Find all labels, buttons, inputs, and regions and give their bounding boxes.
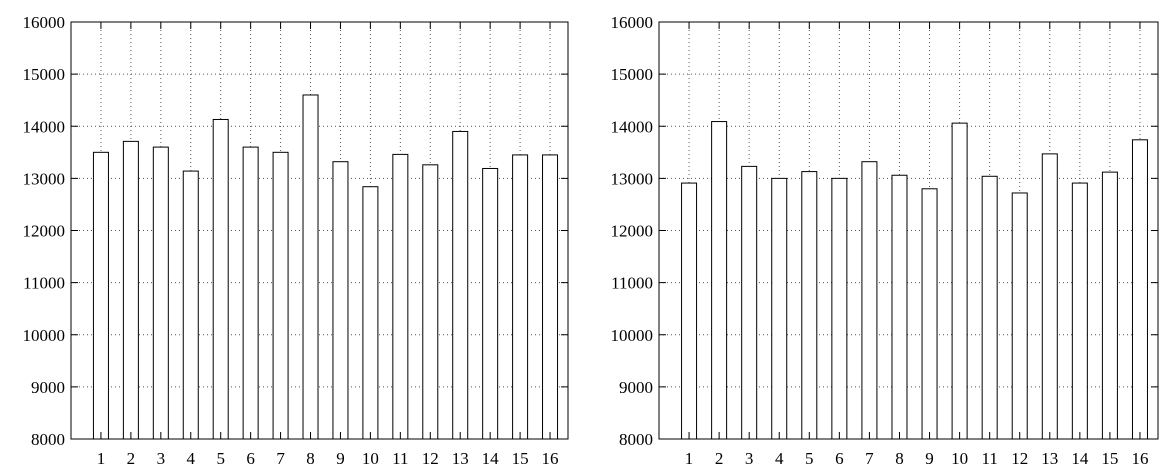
x-tick-label: 13 [1041,449,1058,468]
x-tick-label: 2 [127,449,136,468]
bar-15 [512,154,529,440]
x-tick-label: 14 [482,449,500,468]
bar-8 [891,174,908,440]
x-tick-label: 7 [276,449,285,468]
y-tick-label: 9000 [619,378,653,397]
x-tick-label: 4 [775,449,784,468]
x-tick-label: 6 [246,449,255,468]
y-tick-label: 16000 [611,13,654,32]
bar-16 [542,154,559,440]
bar-9 [921,188,938,440]
bar-3 [152,146,169,440]
x-tick-label: 9 [336,449,345,468]
x-tick-label: 12 [422,449,439,468]
x-tick-label: 6 [835,449,844,468]
x-tick-label: 11 [392,449,408,468]
x-tick-label: 14 [1071,449,1089,468]
bar-4 [771,177,788,440]
bar-8 [302,94,319,440]
x-tick-label: 7 [865,449,874,468]
bar-13 [452,130,469,440]
bar-15 [1101,171,1118,440]
bars [92,94,559,440]
bar-14 [1071,182,1088,440]
bar-4 [182,170,199,440]
bar-6 [242,146,259,440]
bar-7 [861,161,878,440]
y-tick-label: 11000 [611,274,653,293]
y-tick-label: 10000 [23,326,66,345]
x-tick-label: 3 [745,449,754,468]
y-tick-label: 9000 [31,378,65,397]
x-tick-label: 9 [925,449,934,468]
x-tick-label: 8 [895,449,904,468]
bar-1 [92,151,109,440]
y-tick-label: 13000 [23,169,66,188]
bar-2 [122,140,139,440]
y-tick-label: 8000 [619,430,653,449]
y-tick-label: 16000 [23,13,66,32]
x-tick-label: 12 [1011,449,1028,468]
bar-5 [212,118,229,440]
x-tick-label: 5 [216,449,225,468]
bar-2 [711,121,728,440]
x-tick-label: 4 [187,449,196,468]
chart-panel-left: 8000900010000110001200013000140001500016… [23,13,569,468]
x-tick-label: 8 [306,449,315,468]
y-axis: 8000 9000 10000 11000 12000 13000 14000 15000 16… [23,13,568,449]
bar-5 [801,171,818,440]
bar-11 [981,175,998,440]
x-tick-label: 16 [542,449,559,468]
y-tick-label: 15000 [611,65,654,84]
x-tick-label: 10 [362,449,379,468]
y-tick-label: 8000 [31,430,65,449]
x-axis: 1 2 3 4 5 6 7 8 9 10 11 12 13 14 15 16 [97,22,559,468]
x-tick-label: 15 [512,449,529,468]
y-tick-label: 12000 [611,222,654,241]
bar-1 [681,182,698,440]
y-tick-label: 12000 [23,222,66,241]
bar-10 [362,186,379,440]
bar-13 [1041,153,1058,440]
bars [681,121,1148,440]
y-tick-label: 11000 [23,274,65,293]
bar-11 [392,153,409,440]
bar-14 [482,167,499,440]
bar-3 [741,165,758,440]
x-tick-label: 15 [1101,449,1118,468]
bar-16 [1131,139,1148,440]
y-tick-label: 15000 [23,65,66,84]
x-axis: 1 2 3 4 5 6 7 8 9 10 11 12 13 14 15 16 [685,22,1148,468]
x-tick-label: 5 [805,449,814,468]
y-tick-label: 13000 [611,169,654,188]
bar-10 [951,122,968,440]
x-tick-label: 10 [951,449,968,468]
x-tick-label: 2 [715,449,724,468]
x-tick-label: 13 [452,449,469,468]
bar-12 [1011,192,1028,440]
bar-9 [332,161,349,440]
x-tick-label: 1 [97,449,106,468]
x-tick-label: 16 [1131,449,1148,468]
bar-6 [831,177,848,440]
x-tick-label: 11 [981,449,997,468]
y-tick-label: 14000 [23,117,66,136]
y-axis: 8000 9000 10000 11000 12000 13000 14000 15000 16… [611,13,1158,449]
bar-12 [422,164,439,440]
chart-panel-right: 8000900010000110001200013000140001500016… [611,13,1159,468]
x-tick-label: 1 [685,449,694,468]
x-tick-label: 3 [157,449,166,468]
y-tick-label: 10000 [611,326,654,345]
bar-7 [272,151,289,440]
y-tick-label: 14000 [611,117,654,136]
